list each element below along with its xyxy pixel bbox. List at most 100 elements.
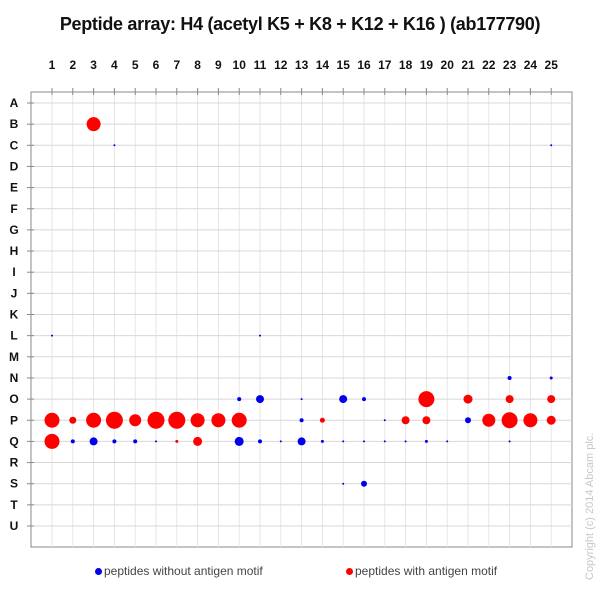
- data-point: [133, 439, 138, 444]
- data-point: [549, 376, 553, 380]
- data-point: [129, 414, 142, 427]
- y-tick-label: D: [10, 159, 19, 173]
- y-tick-label: F: [10, 202, 17, 216]
- x-tick-label: 1: [49, 58, 56, 72]
- data-point: [404, 440, 407, 443]
- data-point: [44, 412, 60, 428]
- y-tick-label: I: [12, 265, 15, 279]
- data-point: [463, 394, 473, 404]
- x-tick-label: 14: [316, 58, 330, 72]
- data-point: [339, 395, 348, 404]
- y-tick-label: U: [10, 519, 19, 533]
- y-tick-label: B: [10, 117, 19, 131]
- blue-dot-icon: [95, 567, 102, 575]
- y-tick-label: E: [10, 181, 18, 195]
- data-point: [361, 480, 367, 487]
- data-point: [211, 413, 226, 428]
- legend-label: peptides without antigen motif: [104, 564, 263, 578]
- copyright-notice: Copyright (c) 2014 Abcam plc.: [584, 432, 596, 580]
- data-point: [86, 412, 102, 428]
- data-point: [446, 440, 449, 443]
- x-tick-label: 23: [503, 58, 517, 72]
- data-point: [546, 415, 556, 425]
- x-tick-label: 6: [153, 58, 160, 72]
- x-tick-label: 3: [90, 58, 97, 72]
- y-tick-label: A: [10, 96, 19, 110]
- data-point: [383, 419, 386, 422]
- data-point: [482, 413, 496, 427]
- data-point: [424, 439, 428, 443]
- y-tick-label: K: [10, 308, 19, 322]
- data-point: [501, 412, 518, 429]
- data-point: [508, 440, 511, 443]
- data-point: [70, 439, 75, 444]
- x-tick-label: 15: [337, 58, 351, 72]
- x-tick-label: 8: [194, 58, 201, 72]
- x-tick-label: 5: [132, 58, 139, 72]
- x-tick-label: 20: [441, 58, 455, 72]
- data-point: [383, 440, 386, 443]
- x-tick-label: 19: [420, 58, 434, 72]
- x-tick-label: 13: [295, 58, 309, 72]
- data-point: [256, 395, 264, 404]
- x-tick-label: 12: [274, 58, 288, 72]
- y-tick-label: L: [10, 329, 17, 343]
- y-tick-label: N: [10, 371, 19, 385]
- x-tick-label: 7: [173, 58, 180, 72]
- x-tick-label: 2: [69, 58, 76, 72]
- data-point: [86, 117, 101, 132]
- data-point: [175, 439, 179, 443]
- data-point: [193, 436, 203, 446]
- data-point: [363, 440, 365, 443]
- x-tick-label: 24: [524, 58, 538, 72]
- data-point: [505, 395, 514, 404]
- chart-title: Peptide array: H4 (acetyl K5 + K8 + K12 …: [59, 14, 541, 34]
- data-point: [465, 417, 471, 424]
- y-tick-label: J: [11, 286, 18, 300]
- y-tick-label: M: [9, 350, 19, 364]
- data-point: [507, 375, 512, 380]
- legend-item-with-motif: peptides with antigen motif: [346, 564, 497, 578]
- data-point: [342, 482, 345, 485]
- data-point: [105, 411, 123, 429]
- x-tick-label: 9: [215, 58, 222, 72]
- x-tick-label: 17: [378, 58, 392, 72]
- data-point: [362, 397, 366, 402]
- data-point: [422, 416, 431, 425]
- data-point: [300, 398, 303, 401]
- red-dot-icon: [346, 567, 353, 575]
- data-point: [113, 144, 116, 147]
- data-point: [258, 439, 262, 444]
- x-tick-label: 10: [233, 58, 247, 72]
- data-point: [319, 417, 325, 423]
- data-point: [401, 416, 410, 425]
- y-tick-label: G: [9, 223, 18, 237]
- y-tick-label: C: [10, 138, 19, 152]
- legend-label: peptides with antigen motif: [355, 564, 498, 578]
- data-point: [418, 391, 435, 408]
- data-point: [279, 440, 282, 443]
- y-tick-label: S: [10, 477, 18, 491]
- data-point: [237, 397, 242, 402]
- y-tick-label: P: [10, 413, 18, 427]
- data-point: [89, 437, 98, 446]
- y-tick-label: T: [10, 498, 18, 512]
- data-point: [259, 334, 261, 337]
- data-point: [547, 395, 556, 404]
- data-point: [190, 413, 205, 428]
- data-point: [112, 439, 117, 444]
- data-point: [550, 144, 553, 147]
- data-point: [155, 440, 157, 443]
- data-point: [342, 440, 345, 443]
- data-point: [299, 418, 304, 423]
- data-point: [168, 411, 186, 429]
- y-tick-label: R: [10, 456, 19, 470]
- data-point: [297, 437, 306, 446]
- y-tick-label: O: [9, 392, 18, 406]
- x-tick-label: 16: [357, 58, 371, 72]
- data-point: [147, 411, 165, 429]
- x-tick-label: 21: [461, 58, 475, 72]
- data-point: [234, 436, 244, 446]
- data-point: [44, 433, 60, 449]
